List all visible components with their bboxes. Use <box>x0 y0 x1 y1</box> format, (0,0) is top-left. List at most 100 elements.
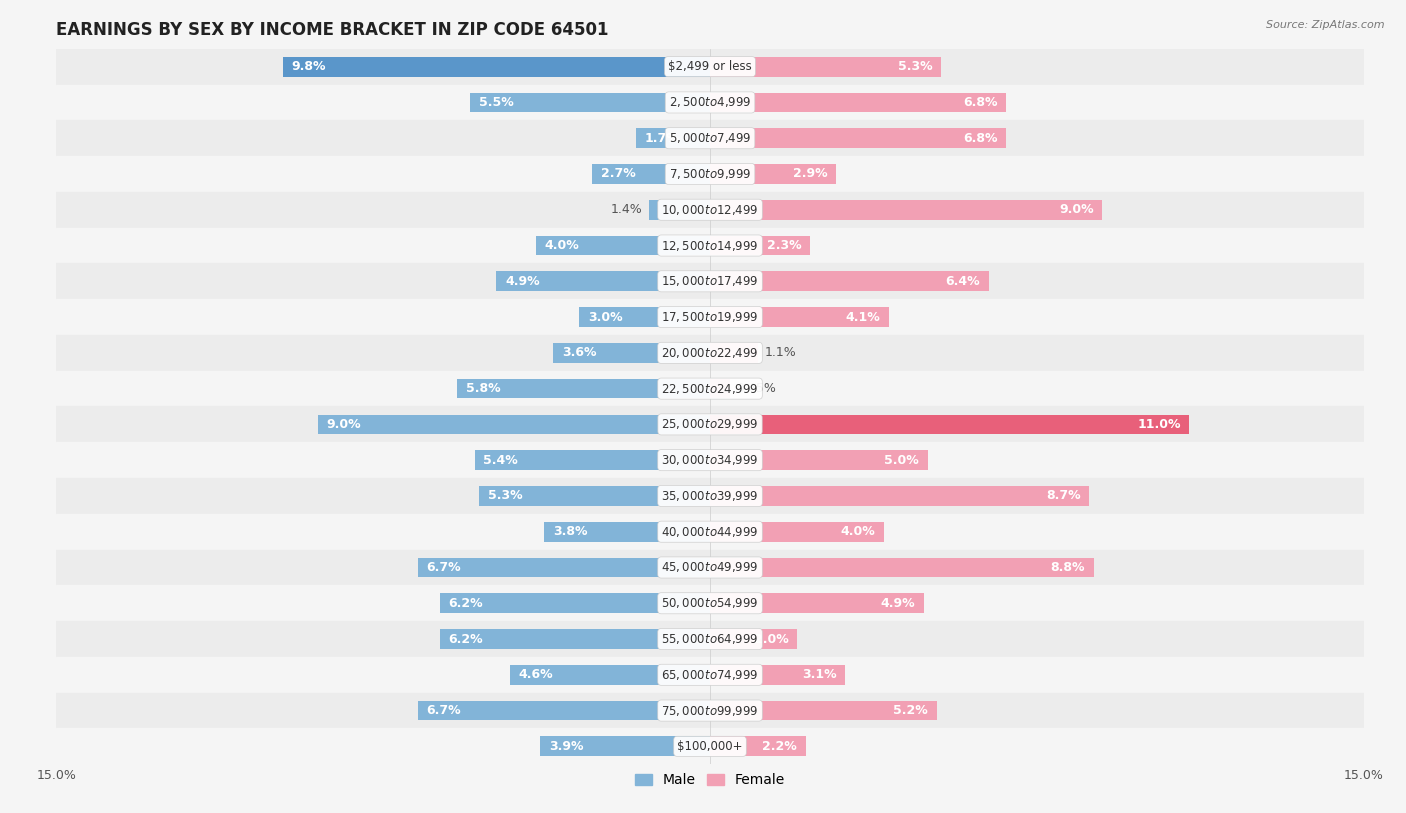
Text: 4.6%: 4.6% <box>519 668 553 681</box>
Bar <box>418 701 710 720</box>
Text: 2.9%: 2.9% <box>793 167 828 180</box>
Text: 1.1%: 1.1% <box>765 346 796 359</box>
Bar <box>56 192 1364 228</box>
Bar <box>710 593 924 613</box>
Text: 9.0%: 9.0% <box>1059 203 1094 216</box>
Text: $17,500 to $19,999: $17,500 to $19,999 <box>661 310 759 324</box>
Bar <box>56 585 1364 621</box>
Bar <box>710 558 1094 577</box>
Bar <box>56 693 1364 728</box>
Text: 5.2%: 5.2% <box>893 704 928 717</box>
Bar <box>56 371 1364 406</box>
Text: $40,000 to $44,999: $40,000 to $44,999 <box>661 524 759 539</box>
Text: $22,500 to $24,999: $22,500 to $24,999 <box>661 381 759 396</box>
Text: 5.4%: 5.4% <box>484 454 519 467</box>
Text: 8.8%: 8.8% <box>1050 561 1085 574</box>
Bar <box>710 128 1007 148</box>
Bar <box>710 486 1090 506</box>
Text: $35,000 to $39,999: $35,000 to $39,999 <box>661 489 759 503</box>
Bar <box>540 737 710 756</box>
Text: 6.4%: 6.4% <box>946 275 980 288</box>
Bar <box>710 415 1189 434</box>
Bar <box>579 307 710 327</box>
Bar <box>710 629 797 649</box>
Text: EARNINGS BY SEX BY INCOME BRACKET IN ZIP CODE 64501: EARNINGS BY SEX BY INCOME BRACKET IN ZIP… <box>56 21 609 39</box>
Text: 2.0%: 2.0% <box>754 633 789 646</box>
Text: $2,499 or less: $2,499 or less <box>668 60 752 73</box>
Text: 8.7%: 8.7% <box>1046 489 1080 502</box>
Bar <box>710 93 1007 112</box>
Text: $100,000+: $100,000+ <box>678 740 742 753</box>
Text: 5.3%: 5.3% <box>897 60 932 73</box>
Bar <box>318 415 710 434</box>
Bar <box>56 550 1364 585</box>
Bar <box>710 665 845 685</box>
Text: 3.9%: 3.9% <box>548 740 583 753</box>
Bar <box>710 379 730 398</box>
Text: 6.7%: 6.7% <box>427 561 461 574</box>
Text: $10,000 to $12,499: $10,000 to $12,499 <box>661 202 759 217</box>
Bar <box>56 228 1364 263</box>
Text: 3.1%: 3.1% <box>801 668 837 681</box>
Bar <box>496 272 710 291</box>
Bar <box>440 593 710 613</box>
Text: 6.2%: 6.2% <box>449 633 484 646</box>
Text: 6.8%: 6.8% <box>963 132 998 145</box>
Text: $25,000 to $29,999: $25,000 to $29,999 <box>661 417 759 432</box>
Bar <box>710 272 988 291</box>
Bar <box>553 343 710 363</box>
Text: 4.1%: 4.1% <box>845 311 880 324</box>
Bar <box>56 728 1364 764</box>
Text: 6.2%: 6.2% <box>449 597 484 610</box>
Bar <box>710 307 889 327</box>
Bar <box>650 200 710 220</box>
Bar <box>56 657 1364 693</box>
Text: 4.9%: 4.9% <box>880 597 915 610</box>
Bar <box>475 450 710 470</box>
Bar <box>56 263 1364 299</box>
Bar <box>470 93 710 112</box>
Text: $5,000 to $7,499: $5,000 to $7,499 <box>669 131 751 146</box>
Text: 3.0%: 3.0% <box>588 311 623 324</box>
Text: 11.0%: 11.0% <box>1137 418 1181 431</box>
Text: $55,000 to $64,999: $55,000 to $64,999 <box>661 632 759 646</box>
Bar <box>56 85 1364 120</box>
Text: $30,000 to $34,999: $30,000 to $34,999 <box>661 453 759 467</box>
Bar <box>56 478 1364 514</box>
Bar <box>56 514 1364 550</box>
Bar <box>56 120 1364 156</box>
Text: $75,000 to $99,999: $75,000 to $99,999 <box>661 703 759 718</box>
Bar <box>283 57 710 76</box>
Bar <box>710 343 758 363</box>
Bar <box>636 128 710 148</box>
Text: 6.8%: 6.8% <box>963 96 998 109</box>
Bar <box>592 164 710 184</box>
Bar <box>710 57 941 76</box>
Bar <box>710 164 837 184</box>
Text: $45,000 to $49,999: $45,000 to $49,999 <box>661 560 759 575</box>
Text: $65,000 to $74,999: $65,000 to $74,999 <box>661 667 759 682</box>
Text: 4.0%: 4.0% <box>544 239 579 252</box>
Text: 2.7%: 2.7% <box>602 167 636 180</box>
Bar <box>440 629 710 649</box>
Text: 2.3%: 2.3% <box>766 239 801 252</box>
Text: 3.8%: 3.8% <box>553 525 588 538</box>
Bar <box>56 156 1364 192</box>
Bar <box>418 558 710 577</box>
Bar <box>56 621 1364 657</box>
Bar <box>710 450 928 470</box>
Text: $2,500 to $4,999: $2,500 to $4,999 <box>669 95 751 110</box>
Bar <box>56 442 1364 478</box>
Bar <box>56 299 1364 335</box>
Text: 3.6%: 3.6% <box>562 346 596 359</box>
Text: 9.0%: 9.0% <box>326 418 361 431</box>
Bar <box>710 200 1102 220</box>
Bar <box>509 665 710 685</box>
Text: $50,000 to $54,999: $50,000 to $54,999 <box>661 596 759 611</box>
Bar <box>710 522 884 541</box>
Text: 5.8%: 5.8% <box>465 382 501 395</box>
Text: 6.7%: 6.7% <box>427 704 461 717</box>
Bar <box>56 406 1364 442</box>
Bar <box>479 486 710 506</box>
Text: 1.4%: 1.4% <box>610 203 643 216</box>
